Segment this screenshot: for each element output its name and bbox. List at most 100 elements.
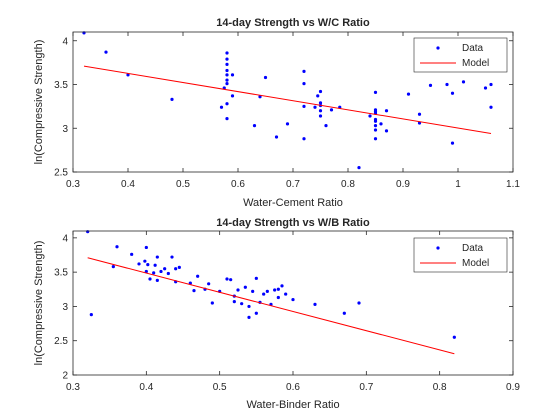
x-tick-label: 0.5 <box>213 382 227 393</box>
data-point <box>483 86 488 90</box>
legend-data-label: Data <box>462 243 484 254</box>
data-point <box>428 83 433 87</box>
y-tick-label: 2.5 <box>54 168 68 179</box>
x-tick-label: 0.6 <box>286 382 300 393</box>
data-point <box>276 287 280 291</box>
data-point <box>254 311 258 315</box>
data-point <box>144 245 148 250</box>
x-tick-label: 0.4 <box>139 382 153 393</box>
data-point <box>104 50 108 54</box>
x-tick-label: 1 <box>455 179 461 190</box>
data-point <box>373 137 378 141</box>
data-point <box>302 69 306 73</box>
data-point <box>247 315 251 319</box>
data-point <box>273 288 277 292</box>
legend: Data Model <box>413 37 508 73</box>
data-point <box>236 288 240 292</box>
x-ticks: 0.3 0.4 0.5 0.6 0.7 0.8 0.9 <box>66 231 520 393</box>
legend-data-label: Data <box>462 43 484 54</box>
x-tick-label: 0.8 <box>341 179 355 190</box>
chart-title: 14-day Strength vs W/C Ratio <box>216 17 370 29</box>
data-point <box>159 269 163 274</box>
data-point <box>243 285 247 289</box>
data-point <box>450 91 455 95</box>
chart-title: 14-day Strength vs W/B Ratio <box>216 217 370 229</box>
data-point <box>417 112 422 116</box>
data-point <box>368 114 372 118</box>
data-point <box>274 135 279 139</box>
data-point <box>302 82 306 86</box>
data-point <box>143 259 147 263</box>
model-group <box>83 65 492 134</box>
data-point <box>210 301 214 305</box>
data-point <box>285 122 290 126</box>
data-point <box>262 292 266 296</box>
data-point <box>258 95 262 99</box>
model-line <box>87 257 455 355</box>
y-axis-label: ln(Compressive Strength) <box>33 241 45 366</box>
data-point <box>357 301 361 305</box>
data-point <box>170 255 174 259</box>
data-point <box>225 51 229 55</box>
model-group <box>87 257 455 355</box>
data-point <box>225 117 229 121</box>
x-tick-label: 0.3 <box>66 179 80 190</box>
data-point <box>316 94 320 98</box>
data-point <box>192 289 196 293</box>
legend-model-label: Model <box>462 258 489 269</box>
x-tick-label: 0.9 <box>506 382 520 393</box>
y-tick-label: 4 <box>62 36 68 47</box>
data-point <box>230 94 235 98</box>
data-point <box>406 92 411 96</box>
data-point <box>263 75 268 80</box>
data-point <box>302 104 306 108</box>
x-tick-label: 0.4 <box>121 179 135 190</box>
model-line <box>83 65 492 134</box>
data-point <box>318 101 323 105</box>
data-point <box>89 313 93 317</box>
data-point <box>163 267 167 271</box>
data-point <box>155 278 159 282</box>
data-point <box>225 57 229 61</box>
data-point <box>225 68 229 73</box>
y-tick-label: 3.5 <box>54 268 68 279</box>
data-point <box>232 300 236 304</box>
data-point <box>137 262 141 266</box>
data-point <box>318 114 323 118</box>
data-point <box>247 304 251 309</box>
data-point <box>196 274 200 278</box>
legend-data-marker <box>436 246 440 250</box>
legend-model-label: Model <box>462 58 489 69</box>
data-point <box>313 302 317 306</box>
data-point <box>166 271 170 276</box>
legend-box <box>413 237 508 273</box>
legend-box <box>413 37 508 73</box>
x-axis-label: Water-Binder Ratio <box>246 399 339 411</box>
data-point <box>225 82 229 86</box>
panel-wc: 14-day Strength vs W/C Ratio 0.3 0.4 0.5 0.… <box>33 17 520 209</box>
y-tick-label: 3 <box>62 302 68 313</box>
data-point <box>225 62 229 66</box>
data-point <box>373 90 378 94</box>
y-ticks: 2.5 3 3.5 4 <box>54 36 513 179</box>
x-tick-label: 0.7 <box>359 382 373 393</box>
data-point <box>225 78 229 82</box>
points-group <box>86 230 456 339</box>
data-point <box>373 128 378 132</box>
x-tick-label: 0.6 <box>231 179 245 190</box>
data-point <box>489 82 493 87</box>
panel-wb: 14-day Strength vs W/B Ratio 0.3 0.4 0.5 0.… <box>33 217 520 411</box>
data-point <box>86 230 90 234</box>
x-tick-label: 0.7 <box>286 179 300 190</box>
data-point <box>115 245 119 249</box>
data-point <box>342 311 346 315</box>
data-point <box>461 80 466 84</box>
data-point <box>265 289 269 293</box>
y-ticks: 2 2.5 3 3.5 4 <box>54 233 513 382</box>
points-group <box>82 31 493 170</box>
data-point <box>284 292 288 296</box>
data-point <box>280 284 284 288</box>
data-point <box>126 73 130 77</box>
data-point <box>225 277 229 281</box>
